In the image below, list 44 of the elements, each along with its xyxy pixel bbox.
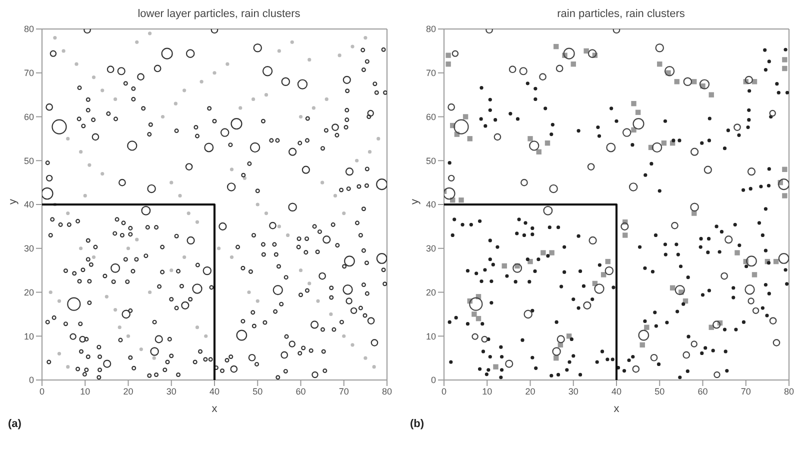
y-tick-label: 80 — [426, 24, 436, 34]
y-tick-label: 50 — [426, 156, 436, 166]
x-tick-label: 50 — [252, 386, 263, 396]
x-tick-label: 40 — [611, 386, 622, 396]
x-tick-label: 80 — [382, 386, 392, 396]
x-tick-label: 70 — [338, 386, 349, 396]
y-axis-title: y — [408, 198, 421, 204]
text: (a) — [8, 418, 22, 430]
x-tick-label: 30 — [568, 386, 578, 396]
y-tick-label: 80 — [24, 24, 34, 34]
y-tick-label: 0 — [28, 375, 34, 386]
x-tick-label: 60 — [296, 386, 306, 396]
x-tick-label: 0 — [441, 386, 447, 396]
y-tick-label: 50 — [24, 156, 34, 166]
y-tick-label: 70 — [24, 68, 34, 78]
y-tick-label: 10 — [426, 331, 436, 342]
x-tick-label: 40 — [209, 386, 220, 396]
y-tick-label: 20 — [24, 287, 34, 298]
y-tick-label: 0 — [430, 375, 436, 386]
y-tick-label: 40 — [426, 200, 436, 210]
x-tick-label: 10 — [482, 386, 492, 396]
text: (b) — [410, 418, 426, 430]
chart-title: lower layer particles, rain clusters — [136, 8, 302, 22]
x-tick-label: 30 — [166, 386, 176, 396]
x-tick-label: 20 — [123, 386, 134, 396]
y-tick-label: 30 — [24, 244, 34, 254]
x-tick-label: 50 — [654, 386, 665, 396]
y-axis-title: y — [6, 198, 19, 204]
y-tick-label: 70 — [426, 68, 436, 78]
x-tick-label: 80 — [784, 386, 794, 396]
y-tick-label: 30 — [426, 244, 436, 254]
y-tick-label: 60 — [24, 112, 34, 122]
x-axis-title: x — [212, 403, 218, 415]
x-tick-label: 0 — [39, 386, 45, 396]
y-tick-label: 10 — [24, 331, 34, 342]
chart-title: rain particles, rain clusters — [556, 8, 686, 22]
x-tick-label: 70 — [740, 386, 751, 396]
y-tick-label: 20 — [426, 287, 436, 298]
x-tick-label: 10 — [80, 386, 90, 396]
x-axis-title: x — [614, 403, 620, 415]
x-tick-label: 60 — [698, 386, 708, 396]
x-tick-label: 20 — [525, 386, 536, 396]
y-tick-label: 40 — [24, 200, 34, 210]
y-tick-label: 60 — [426, 112, 436, 122]
